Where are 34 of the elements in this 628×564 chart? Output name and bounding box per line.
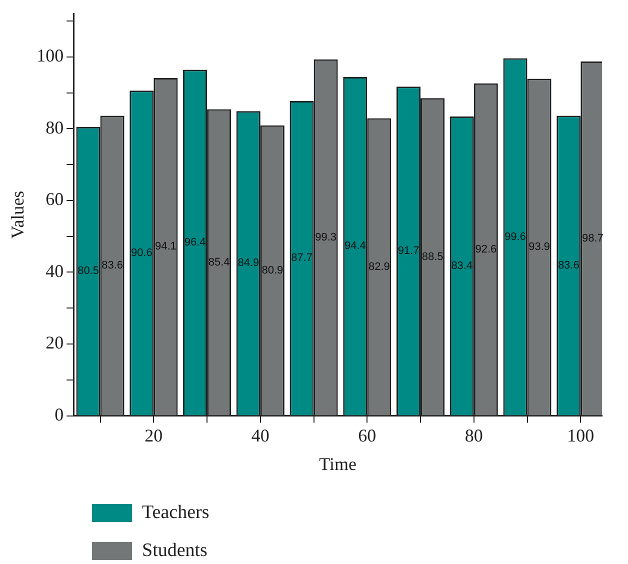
x-tick-label: 60 [358, 425, 376, 446]
x-tick-label: 100 [567, 425, 594, 446]
data-label: 83.6 [558, 260, 580, 272]
data-label: 99.3 [315, 231, 336, 244]
y-tick-label: 80 [46, 117, 64, 138]
data-label: 94.1 [154, 240, 176, 253]
data-label: 90.6 [130, 246, 152, 259]
y-tick-label: 40 [46, 260, 64, 281]
x-tick-label: 80 [464, 425, 483, 446]
legend-label: Students [142, 540, 208, 562]
x-tick-label: 40 [251, 425, 270, 446]
y-tick-label: 20 [46, 332, 64, 353]
data-label: 99.6 [504, 230, 526, 243]
y-tick-label: 100 [36, 46, 64, 66]
x-axis-title: Time [319, 454, 356, 474]
legend-label: Teachers [142, 502, 210, 524]
data-label: 84.9 [238, 257, 260, 270]
data-label: 80.5 [78, 265, 99, 278]
data-label: 96.4 [184, 236, 206, 249]
data-label: 87.7 [291, 252, 312, 264]
data-label: 91.7 [398, 245, 420, 258]
data-label: 83.4 [451, 260, 473, 272]
x-tick-label: 20 [144, 425, 163, 446]
y-axis-title: Values [8, 190, 28, 239]
data-label: 83.6 [102, 260, 124, 272]
data-label: 93.9 [528, 241, 550, 254]
data-label: 92.6 [475, 243, 497, 256]
data-label: 82.9 [368, 260, 390, 273]
data-label: 85.4 [208, 256, 230, 268]
data-label: 88.5 [422, 250, 444, 263]
y-tick-label: 0 [54, 404, 64, 425]
data-label: 94.4 [344, 240, 366, 252]
y-tick-label: 60 [46, 189, 64, 210]
data-label: 80.9 [262, 264, 284, 276]
